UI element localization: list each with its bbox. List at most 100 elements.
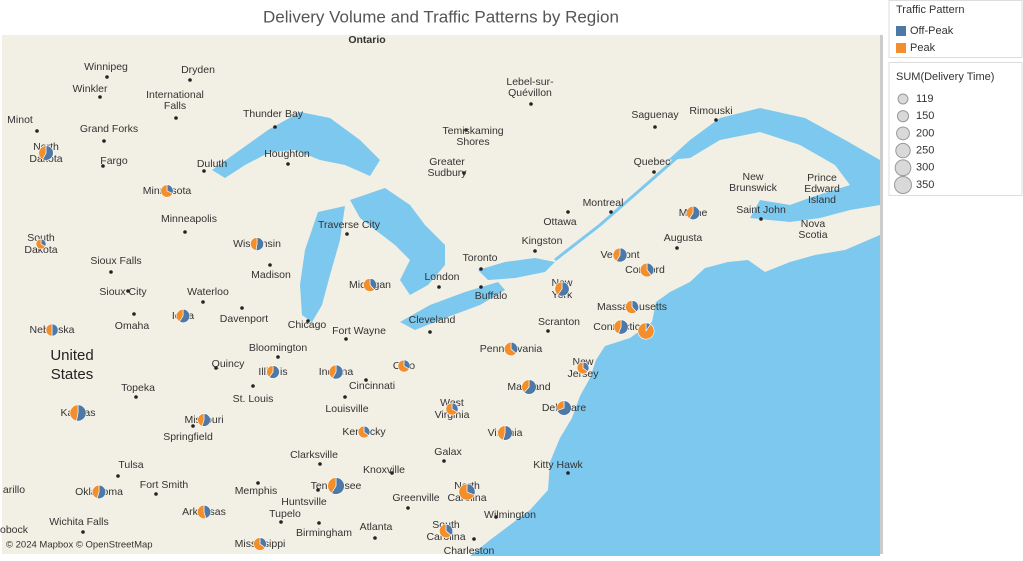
place-dot <box>116 474 120 478</box>
place-dot <box>546 329 550 333</box>
place-label: Minot <box>7 114 33 126</box>
pie-slice <box>445 402 458 416</box>
place-label: International <box>146 89 204 101</box>
place-dot <box>533 249 537 253</box>
place-label: Scotia <box>798 229 827 241</box>
place-label: Lebel-sur- <box>506 76 554 88</box>
place-dot <box>529 102 533 106</box>
size-label: 150 <box>916 110 934 122</box>
place-dot <box>442 459 446 463</box>
place-label: Omaha <box>115 320 150 332</box>
pie-slice <box>178 308 191 324</box>
place-label: Island <box>808 194 836 206</box>
place-dot <box>183 230 187 234</box>
size-legend-title: SUM(Delivery Time) <box>896 71 994 83</box>
place-dot <box>344 337 348 341</box>
place-label: Houghton <box>264 148 310 160</box>
place-label: Scranton <box>538 316 580 328</box>
region-label: Ontario <box>348 34 385 46</box>
place-label: Prince <box>807 172 837 184</box>
place-label: Greenville <box>392 492 439 504</box>
place-label: Tupelo <box>269 508 301 520</box>
place-dot <box>251 384 255 388</box>
place-label: Memphis <box>235 485 278 497</box>
pie-slice <box>51 323 59 337</box>
pie-slice <box>327 477 337 494</box>
place-dot <box>126 289 130 293</box>
place-label: Edward <box>804 183 840 195</box>
st-lawrence <box>554 153 681 262</box>
pie-slice <box>503 341 517 357</box>
pie-slice <box>35 238 46 250</box>
place-label: New <box>742 171 763 183</box>
country-label: States <box>51 366 94 383</box>
place-dot <box>317 521 321 525</box>
place-label: Clarksville <box>290 449 338 461</box>
place-dot <box>494 515 498 519</box>
place-label: Shores <box>456 136 489 148</box>
place-dot <box>109 270 113 274</box>
pie-slice <box>397 359 410 373</box>
place-label: Minneapolis <box>161 213 217 225</box>
pie-slice <box>160 184 174 198</box>
pie-slice <box>76 404 87 422</box>
place-label: Rimouski <box>689 105 732 117</box>
legend-label: Off-Peak <box>910 25 954 37</box>
pie-slice <box>458 483 475 501</box>
place-label: Ottawa <box>543 216 576 228</box>
place-label: Montreal <box>583 197 624 209</box>
place-label: Brunswick <box>729 182 778 194</box>
place-label: St. Louis <box>233 393 274 405</box>
place-label: Atlanta <box>360 521 393 533</box>
place-dot <box>479 267 483 271</box>
pie-slice <box>639 262 652 278</box>
place-dot <box>462 171 466 175</box>
place-dot <box>306 319 310 323</box>
place-dot <box>464 128 468 132</box>
pie-slice <box>197 413 205 427</box>
size-legend <box>888 62 1023 196</box>
place-label: Temiskaming <box>442 125 503 137</box>
size-swatch <box>894 159 912 177</box>
place-dot <box>373 536 377 540</box>
place-dot <box>566 471 570 475</box>
place-dot <box>273 125 277 129</box>
place-label: Cincinnati <box>349 380 395 392</box>
place-label: Sioux City <box>99 286 147 298</box>
pie-slice <box>45 323 53 337</box>
place-label: Falls <box>164 100 186 112</box>
place-dot <box>345 232 349 236</box>
place-label: Kitty Hawk <box>533 459 583 471</box>
place-dot <box>318 462 322 466</box>
place-label: Fargo <box>100 155 128 167</box>
pie-slice <box>250 237 258 251</box>
place-dot <box>343 395 347 399</box>
place-dot <box>437 285 441 289</box>
pie-slice <box>576 361 589 375</box>
pie-slice <box>176 308 184 323</box>
place-label: Springfield <box>163 431 213 443</box>
place-dot <box>652 170 656 174</box>
place-label: arillo <box>3 484 25 496</box>
place-dot <box>174 116 178 120</box>
place-label: Tulsa <box>118 459 143 471</box>
pie-slice <box>255 237 264 251</box>
color-legend-title: Traffic Pattern <box>896 4 964 16</box>
pie-slice <box>268 365 280 379</box>
legend-swatch <box>896 43 906 53</box>
place-dot <box>653 125 657 129</box>
place-label: Quévillon <box>508 87 552 99</box>
pie-slice <box>556 400 565 411</box>
place-label: Wilmington <box>484 509 536 521</box>
place-dot <box>714 118 718 122</box>
place-label: Louisville <box>325 403 368 415</box>
place-dot <box>202 169 206 173</box>
size-swatch <box>895 142 911 159</box>
place-label: Saint John <box>736 204 786 216</box>
place-label: Quebec <box>634 156 671 168</box>
place-label: Augusta <box>664 232 703 244</box>
pie-slice <box>331 477 345 495</box>
size-swatch <box>896 110 910 123</box>
pies <box>35 145 701 551</box>
place-label: Madison <box>251 269 291 281</box>
